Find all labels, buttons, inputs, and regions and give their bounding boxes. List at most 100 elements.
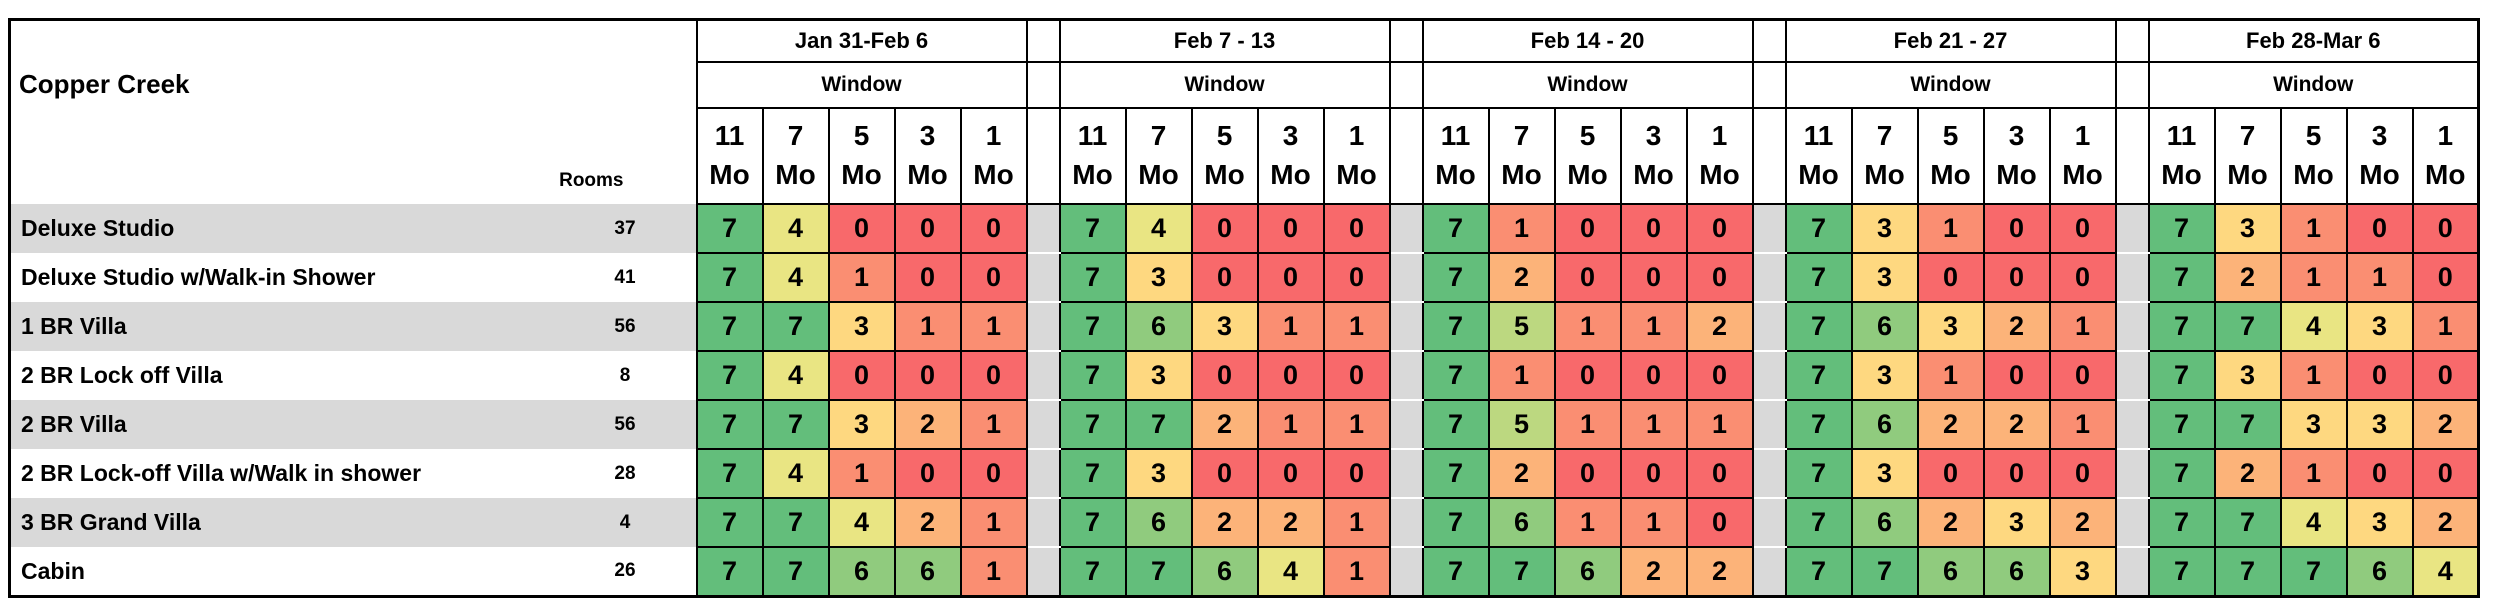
availability-cell[interactable]: 1: [1256, 399, 1325, 450]
availability-cell[interactable]: 1: [1256, 301, 1325, 352]
room-count-cell[interactable]: 26: [554, 547, 697, 597]
availability-cell[interactable]: 7: [1058, 448, 1127, 499]
availability-cell[interactable]: 3: [1916, 301, 1985, 352]
availability-cell[interactable]: 7: [1850, 546, 1919, 598]
availability-cell[interactable]: 5: [1487, 399, 1556, 450]
availability-cell[interactable]: 7: [2213, 301, 2282, 352]
availability-cell[interactable]: 4: [2279, 497, 2348, 548]
availability-cell[interactable]: 7: [695, 301, 764, 352]
availability-cell[interactable]: 6: [1124, 497, 1193, 548]
availability-cell[interactable]: 3: [2345, 399, 2414, 450]
availability-cell[interactable]: 1: [1553, 301, 1622, 352]
availability-cell[interactable]: 3: [1124, 448, 1193, 499]
availability-cell[interactable]: 0: [1982, 448, 2051, 499]
availability-cell[interactable]: 2: [2213, 252, 2282, 303]
availability-cell[interactable]: 2: [1916, 399, 1985, 450]
room-name-cell[interactable]: 3 BR Grand Villa: [9, 498, 555, 547]
availability-cell[interactable]: 6: [1850, 399, 1919, 450]
availability-cell[interactable]: 6: [1553, 546, 1622, 598]
availability-cell[interactable]: 1: [1916, 350, 1985, 401]
availability-cell[interactable]: 0: [1685, 252, 1754, 303]
availability-cell[interactable]: 7: [1784, 203, 1853, 254]
room-name-cell[interactable]: Cabin: [9, 547, 555, 597]
availability-cell[interactable]: 7: [695, 448, 764, 499]
availability-cell[interactable]: 1: [2048, 301, 2117, 352]
availability-cell[interactable]: 7: [2147, 497, 2216, 548]
availability-cell[interactable]: 1: [2048, 399, 2117, 450]
availability-cell[interactable]: 7: [695, 350, 764, 401]
availability-cell[interactable]: 1: [2345, 252, 2414, 303]
availability-cell[interactable]: 4: [761, 448, 830, 499]
availability-cell[interactable]: 7: [2147, 301, 2216, 352]
availability-cell[interactable]: 0: [1553, 252, 1622, 303]
availability-cell[interactable]: 0: [1322, 203, 1391, 254]
availability-cell[interactable]: 0: [1190, 448, 1259, 499]
availability-cell[interactable]: 7: [1124, 399, 1193, 450]
availability-cell[interactable]: 0: [1685, 497, 1754, 548]
availability-cell[interactable]: 7: [1784, 497, 1853, 548]
availability-cell[interactable]: 0: [827, 203, 896, 254]
availability-cell[interactable]: 7: [1784, 399, 1853, 450]
availability-cell[interactable]: 1: [2411, 301, 2480, 352]
availability-cell[interactable]: 0: [1619, 252, 1688, 303]
availability-cell[interactable]: 6: [1487, 497, 1556, 548]
availability-cell[interactable]: 1: [1322, 497, 1391, 548]
availability-cell[interactable]: 6: [1850, 301, 1919, 352]
availability-cell[interactable]: 7: [1784, 448, 1853, 499]
availability-cell[interactable]: 7: [2147, 350, 2216, 401]
availability-cell[interactable]: 2: [2411, 497, 2480, 548]
availability-cell[interactable]: 0: [2048, 448, 2117, 499]
availability-cell[interactable]: 7: [695, 497, 764, 548]
availability-cell[interactable]: 0: [1916, 448, 1985, 499]
availability-cell[interactable]: 1: [827, 448, 896, 499]
availability-cell[interactable]: 7: [1058, 301, 1127, 352]
availability-cell[interactable]: 3: [1850, 203, 1919, 254]
availability-cell[interactable]: 0: [2048, 252, 2117, 303]
availability-cell[interactable]: 0: [893, 350, 962, 401]
availability-cell[interactable]: 0: [2411, 350, 2480, 401]
availability-cell[interactable]: 0: [1619, 448, 1688, 499]
availability-cell[interactable]: 2: [893, 399, 962, 450]
availability-cell[interactable]: 0: [959, 252, 1028, 303]
availability-cell[interactable]: 7: [1421, 301, 1490, 352]
availability-cell[interactable]: 1: [827, 252, 896, 303]
availability-cell[interactable]: 7: [1421, 203, 1490, 254]
room-count-cell[interactable]: 56: [554, 302, 697, 351]
availability-cell[interactable]: 4: [761, 350, 830, 401]
availability-cell[interactable]: 7: [695, 399, 764, 450]
availability-cell[interactable]: 0: [2345, 448, 2414, 499]
availability-cell[interactable]: 2: [1685, 301, 1754, 352]
availability-cell[interactable]: 1: [1619, 301, 1688, 352]
room-name-cell[interactable]: Deluxe Studio: [9, 204, 555, 253]
availability-cell[interactable]: 2: [1487, 252, 1556, 303]
availability-cell[interactable]: 1: [1619, 399, 1688, 450]
availability-cell[interactable]: 7: [1058, 203, 1127, 254]
availability-cell[interactable]: 7: [2213, 546, 2282, 598]
availability-cell[interactable]: 1: [1553, 399, 1622, 450]
availability-cell[interactable]: 7: [2213, 399, 2282, 450]
availability-cell[interactable]: 1: [2279, 252, 2348, 303]
availability-cell[interactable]: 1: [1553, 497, 1622, 548]
availability-cell[interactable]: 2: [1190, 399, 1259, 450]
availability-cell[interactable]: 6: [1190, 546, 1259, 598]
availability-cell[interactable]: 4: [761, 203, 830, 254]
availability-cell[interactable]: 0: [1619, 203, 1688, 254]
availability-cell[interactable]: 0: [1982, 350, 2051, 401]
availability-cell[interactable]: 3: [1124, 350, 1193, 401]
availability-cell[interactable]: 7: [2147, 399, 2216, 450]
room-count-cell[interactable]: 41: [554, 253, 697, 302]
availability-cell[interactable]: 0: [893, 252, 962, 303]
availability-cell[interactable]: 1: [959, 546, 1028, 598]
availability-cell[interactable]: 7: [761, 301, 830, 352]
availability-cell[interactable]: 2: [2213, 448, 2282, 499]
availability-cell[interactable]: 0: [2345, 203, 2414, 254]
availability-cell[interactable]: 1: [1916, 203, 1985, 254]
availability-cell[interactable]: 6: [1982, 546, 2051, 598]
availability-cell[interactable]: 2: [1982, 301, 2051, 352]
availability-cell[interactable]: 0: [2411, 203, 2480, 254]
availability-cell[interactable]: 0: [1553, 350, 1622, 401]
availability-cell[interactable]: 0: [2048, 203, 2117, 254]
availability-cell[interactable]: 0: [1322, 448, 1391, 499]
availability-cell[interactable]: 6: [1850, 497, 1919, 548]
availability-cell[interactable]: 7: [1487, 546, 1556, 598]
